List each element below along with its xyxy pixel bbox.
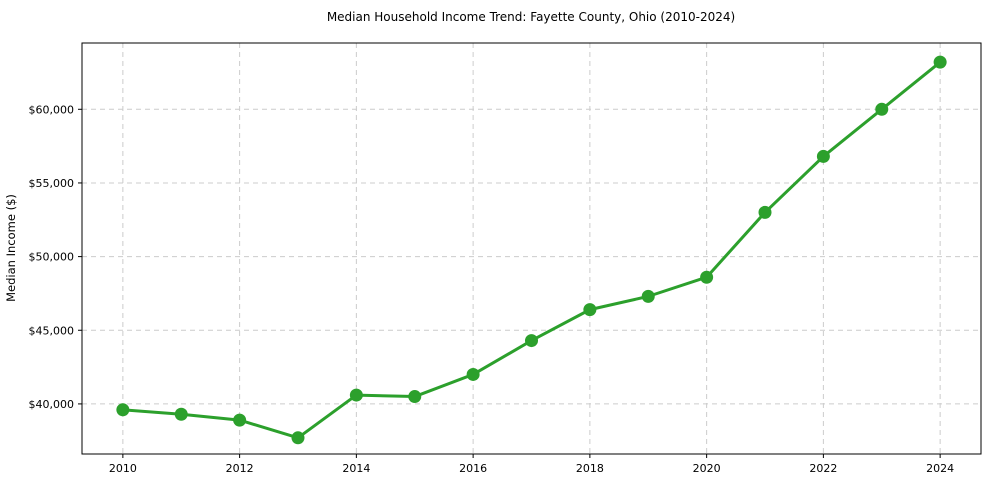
data-point bbox=[466, 367, 480, 381]
axis-ticks: 2010 2012 2014 2016 2018 2020 2022 2024 $40,000 $… bbox=[29, 103, 955, 475]
gridlines bbox=[82, 43, 981, 454]
x-tick-label: 2010 bbox=[109, 462, 137, 475]
data-point bbox=[933, 55, 947, 69]
data-point bbox=[291, 431, 305, 445]
chart-title: Median Household Income Trend: Fayette C… bbox=[327, 10, 735, 24]
x-tick-label: 2024 bbox=[926, 462, 954, 475]
data-point bbox=[233, 413, 247, 427]
data-point bbox=[349, 388, 363, 402]
data-point bbox=[758, 205, 772, 219]
y-tick-label: $45,000 bbox=[29, 324, 75, 337]
data-point bbox=[641, 289, 655, 303]
plot-background bbox=[82, 43, 981, 454]
plot-border bbox=[81, 42, 982, 455]
data-point bbox=[816, 149, 830, 163]
y-tick-label: $40,000 bbox=[29, 398, 75, 411]
data-point bbox=[583, 303, 597, 317]
y-tick-label: $55,000 bbox=[29, 177, 75, 190]
income-series bbox=[116, 55, 947, 445]
x-tick-label: 2016 bbox=[459, 462, 487, 475]
data-point bbox=[408, 390, 422, 404]
x-tick-label: 2022 bbox=[809, 462, 837, 475]
y-tick-label: $50,000 bbox=[29, 251, 75, 264]
x-tick-label: 2012 bbox=[226, 462, 254, 475]
y-tick-label: $60,000 bbox=[29, 103, 75, 116]
x-tick-label: 2014 bbox=[342, 462, 370, 475]
x-tick-label: 2020 bbox=[693, 462, 721, 475]
data-point bbox=[875, 102, 889, 116]
x-tick-label: 2018 bbox=[576, 462, 604, 475]
data-point bbox=[116, 403, 130, 417]
data-point bbox=[525, 334, 538, 348]
data-point bbox=[174, 407, 188, 421]
data-point bbox=[700, 270, 714, 284]
y-axis-label: Median Income ($) bbox=[4, 194, 18, 302]
